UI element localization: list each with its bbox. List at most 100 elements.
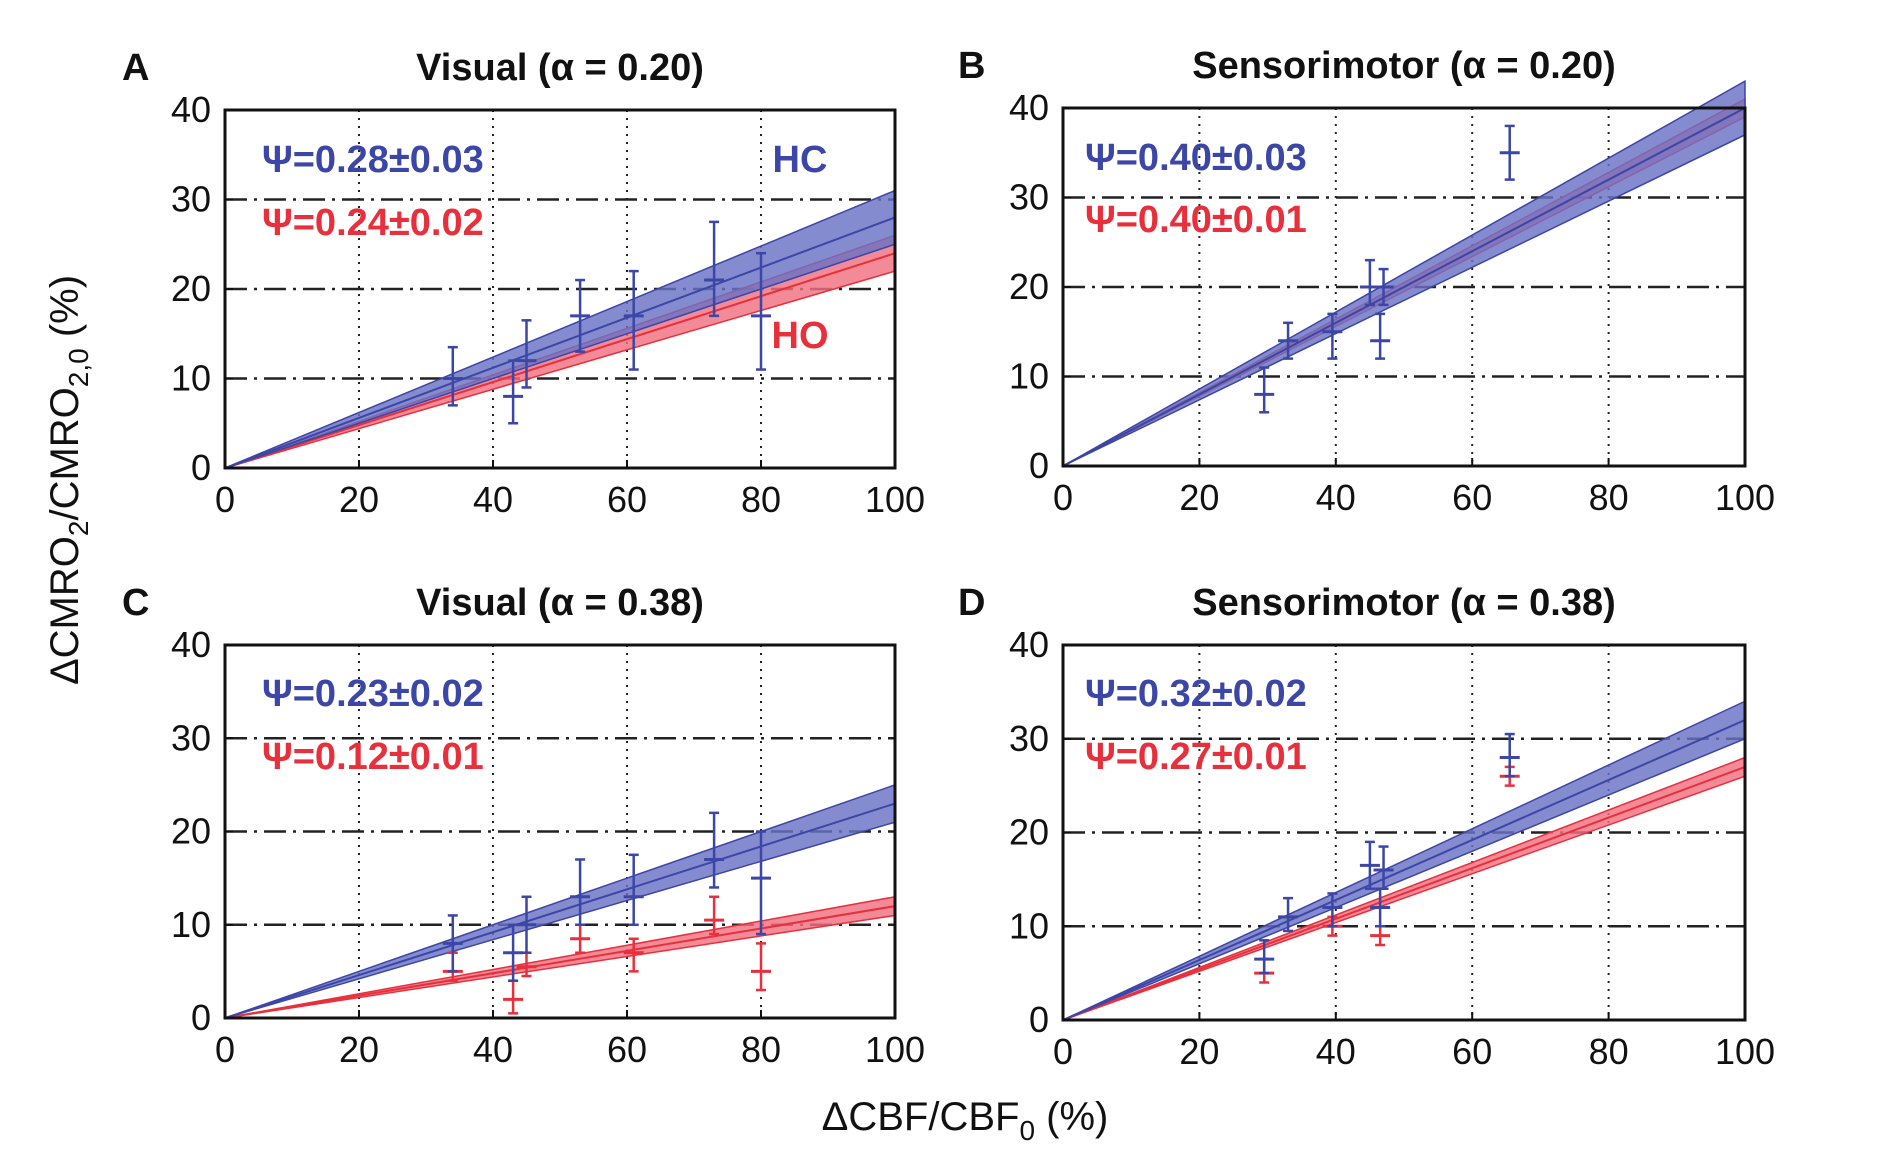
psi-label-hc: Ψ=0.28±0.03 [262, 139, 484, 181]
psi-label-hc: Ψ=0.32±0.02 [1085, 673, 1307, 715]
data-point-hc [704, 220, 725, 318]
x-tick-label: 60 [1452, 477, 1492, 518]
panel-letter: B [958, 45, 985, 87]
data-point-hc [1322, 892, 1343, 928]
data-point-hc [751, 830, 771, 936]
x-tick-label: 40 [473, 479, 513, 520]
data-point-hc [1322, 312, 1343, 360]
x-tick-label: 0 [1053, 1031, 1073, 1072]
y-tick-label: 40 [171, 624, 211, 665]
data-point-hc [516, 319, 537, 389]
x-tick-label: 80 [1589, 477, 1629, 518]
y-tick-label: 0 [1029, 445, 1049, 486]
psi-label-ho: Ψ=0.12±0.01 [262, 736, 484, 778]
panel-letter: D [958, 582, 985, 624]
y-tick-label: 30 [1009, 177, 1049, 218]
data-point-ho [570, 923, 591, 954]
data-point-ho [1370, 925, 1391, 947]
y-tick-label: 30 [171, 179, 211, 220]
x-tick-label: 60 [1452, 1031, 1492, 1072]
data-point-hc [623, 853, 644, 926]
data-point-hc [1373, 267, 1394, 307]
panel-letter: C [122, 582, 149, 624]
data-point-ho [751, 942, 771, 992]
x-tick-label: 100 [1715, 1031, 1775, 1072]
x-axis-label: ΔCBF/CBF0 (%) [822, 1095, 1109, 1146]
data-point-hc [704, 811, 725, 889]
fit-line-hc [1062, 719, 1746, 1021]
fit-line-hc [1062, 107, 1746, 467]
y-tick-label: 40 [1009, 624, 1049, 665]
psi-label-hc: Ψ=0.23±0.02 [262, 673, 484, 715]
psi-label-ho: Ψ=0.40±0.01 [1085, 199, 1307, 241]
data-point-hc [1499, 124, 1520, 181]
data-point-hc [751, 251, 771, 371]
x-tick-label: 20 [339, 1029, 379, 1070]
data-point-hc [570, 278, 591, 353]
panel-letter: A [122, 47, 149, 89]
panel-c: 0 20 40 60 80 100 0 10 20 30 40 Visual (α = 0.38) C Ψ… [122, 582, 925, 1070]
y-tick-label: 10 [1009, 356, 1049, 397]
data-point-hc [570, 858, 591, 926]
x-tick-label: 40 [1316, 1031, 1356, 1072]
psi-label-ho: Ψ=0.27±0.01 [1085, 736, 1307, 778]
x-tick-label: 100 [865, 1029, 925, 1070]
data-point-hc [1278, 896, 1299, 933]
y-tick-label: 0 [191, 997, 211, 1038]
data-point-hc [1373, 845, 1394, 890]
data-point-hc [503, 359, 524, 425]
x-tick-label: 100 [1715, 477, 1775, 518]
fit-line-hc [224, 802, 896, 1019]
x-tick-label: 80 [741, 1029, 781, 1070]
data-point-hc [1370, 312, 1391, 360]
y-tick-label: 30 [171, 717, 211, 758]
x-tick-label: 80 [1589, 1031, 1629, 1072]
x-tick-label: 60 [607, 479, 647, 520]
panel-d: 0 20 40 60 80 100 0 10 20 30 40 Sensorimotor (α = 0… [958, 582, 1775, 1072]
y-tick-label: 0 [1029, 999, 1049, 1040]
data-point-hc [1278, 321, 1299, 360]
x-tick-label: 80 [741, 479, 781, 520]
y-tick-label: 10 [171, 358, 211, 399]
y-tick-label: 40 [1009, 87, 1049, 128]
fit-line-ho [224, 905, 896, 1019]
data-point-hc [623, 269, 644, 371]
psi-label-hc: Ψ=0.40±0.03 [1085, 137, 1307, 179]
fit-band-hc [224, 783, 896, 1019]
psi-label-ho: Ψ=0.24±0.02 [262, 202, 484, 244]
x-tick-label: 20 [339, 479, 379, 520]
panel-title: Sensorimotor (α = 0.38) [1192, 582, 1616, 624]
y-tick-label: 40 [171, 89, 211, 130]
x-tick-label: 0 [215, 1029, 235, 1070]
panel-title: Visual (α = 0.20) [416, 47, 704, 89]
x-tick-label: 40 [1316, 477, 1356, 518]
x-tick-label: 100 [865, 479, 925, 520]
y-tick-label: 20 [171, 268, 211, 309]
y-tick-label: 20 [1009, 812, 1049, 853]
x-tick-label: 20 [1179, 1031, 1219, 1072]
panel-a: 0 20 40 60 80 100 0 10 20 30 40 Visual (α = 0.20) A Ψ… [122, 47, 925, 520]
y-tick-label: 0 [191, 447, 211, 488]
x-tick-label: 0 [1053, 477, 1073, 518]
data-point-hc [442, 914, 463, 973]
fit-line-hc [224, 216, 896, 469]
data-point-ho [503, 979, 524, 1015]
y-tick-label: 20 [1009, 266, 1049, 307]
y-axis-label: ΔCMRO2/CMRO2,0 (%) [43, 275, 94, 685]
x-tick-label: 0 [215, 479, 235, 520]
fit-band-ho [1062, 756, 1746, 1021]
data-point-ho [623, 937, 644, 973]
x-tick-label: 40 [473, 1029, 513, 1070]
x-tick-label: 20 [1179, 477, 1219, 518]
fit-line-ho [1062, 765, 1746, 1021]
group-annotation-hc: HC [773, 139, 828, 181]
data-point-hc [1359, 840, 1380, 890]
y-tick-label: 20 [171, 811, 211, 852]
y-tick-label: 10 [1009, 905, 1049, 946]
panel-title: Visual (α = 0.38) [416, 582, 704, 624]
group-annotation-ho: HO [772, 315, 829, 357]
panel-title: Sensorimotor (α = 0.20) [1192, 45, 1616, 87]
x-tick-label: 60 [607, 1029, 647, 1070]
data-point-hc [503, 923, 524, 982]
y-tick-label: 30 [1009, 718, 1049, 759]
